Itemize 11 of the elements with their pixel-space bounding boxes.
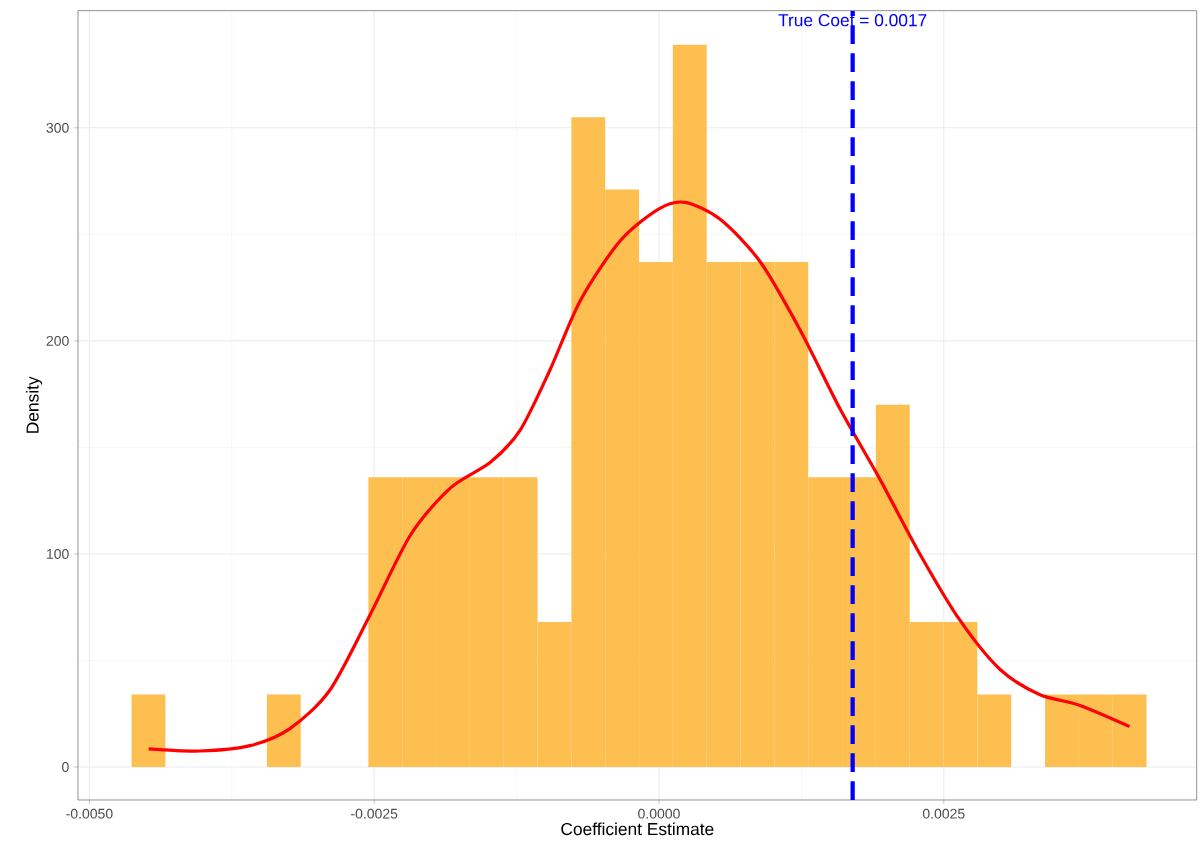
x-tick-label: 0.0000 (638, 808, 680, 819)
x-tick-label: -0.0050 (66, 808, 113, 819)
y-axis-title: Density (25, 376, 43, 433)
y-tick-label: 300 (46, 122, 69, 133)
y-tick-label: 100 (47, 548, 69, 559)
x-tick-label: -0.0025 (351, 808, 398, 819)
y-tick-label: 200 (46, 335, 69, 346)
ref-line-label: True Coef = 0.0017 (778, 13, 927, 27)
x-tick-label: 0.0025 (922, 808, 965, 819)
x-axis-title: Coefficient Estimate (561, 822, 714, 836)
y-tick-label: 0 (62, 762, 69, 772)
